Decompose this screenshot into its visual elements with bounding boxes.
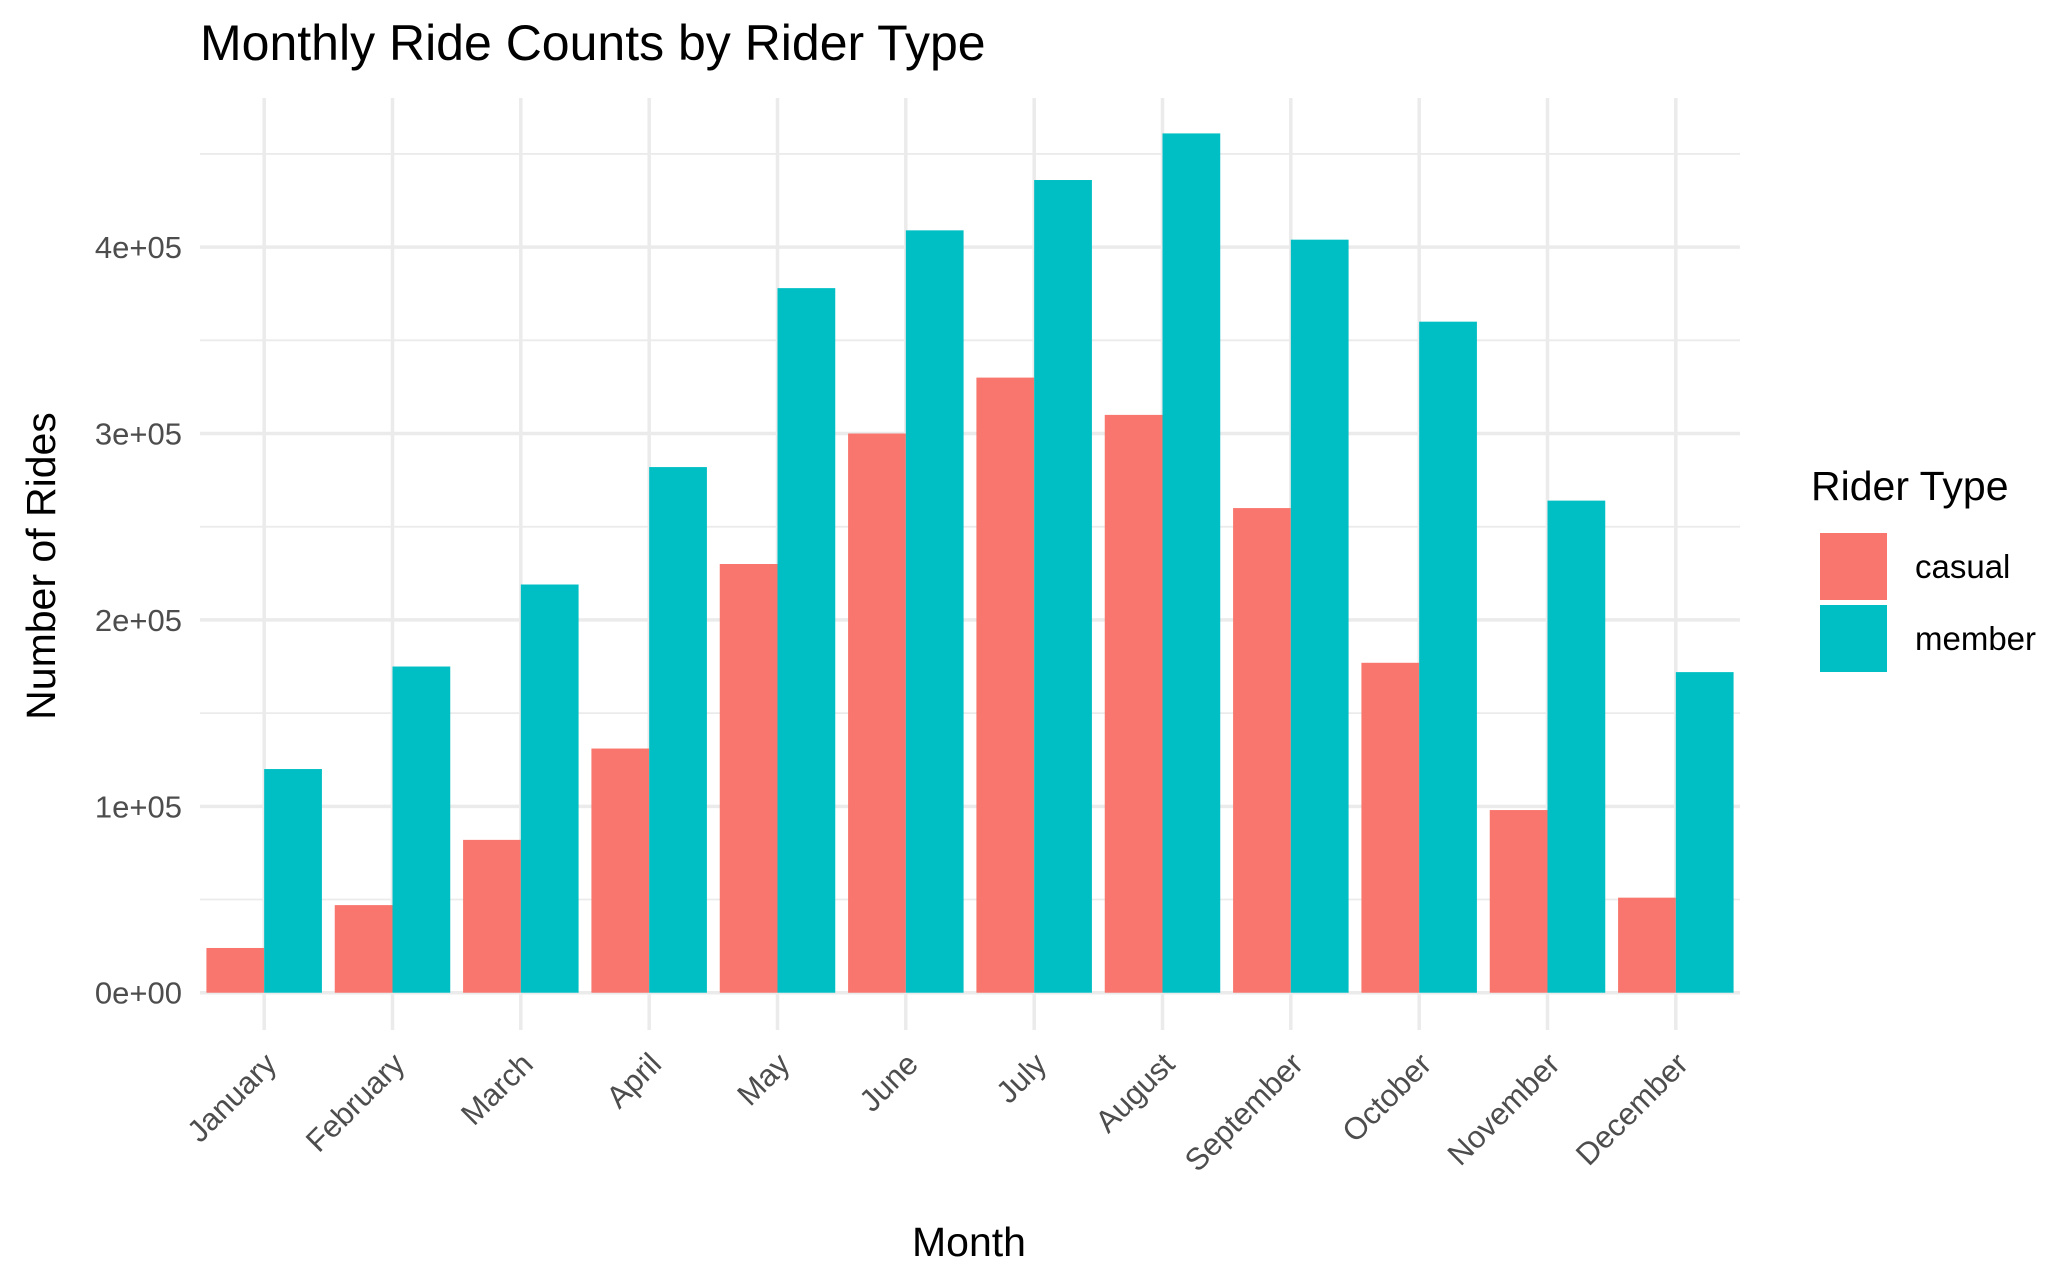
x-tick-label: September <box>1178 1046 1310 1178</box>
x-tick-label: April <box>600 1046 669 1115</box>
legend: Rider Type casual member <box>1811 463 2036 672</box>
bar-member <box>1547 500 1606 993</box>
x-tick-label: December <box>1569 1046 1695 1172</box>
x-axis-title: Month <box>912 1219 1026 1265</box>
x-tick-label: October <box>1335 1046 1438 1149</box>
y-axis-ticks: 0e+00 1e+05 2e+05 3e+05 4e+05 <box>95 230 182 1011</box>
bar-member <box>1034 180 1092 993</box>
bar-member <box>1162 133 1221 993</box>
bar-casual <box>334 905 393 993</box>
bar-member <box>520 584 579 993</box>
y-tick-label: 1e+05 <box>95 789 182 824</box>
bar-casual <box>1104 414 1163 993</box>
chart-title: Monthly Ride Counts by Rider Type <box>200 15 986 71</box>
legend-label-casual: casual <box>1915 548 2010 585</box>
bar-member <box>649 467 707 993</box>
bar-member <box>264 769 322 993</box>
x-tick-label: May <box>730 1046 797 1113</box>
bar-casual <box>206 947 265 993</box>
bar-member <box>392 666 451 993</box>
bar-casual <box>719 564 778 993</box>
bar-member <box>1675 672 1734 993</box>
y-tick-label: 0e+00 <box>95 976 182 1011</box>
bar-casual <box>1618 897 1676 993</box>
bar-casual <box>1361 662 1420 993</box>
bars <box>206 133 1734 993</box>
legend-swatch-member <box>1820 605 1887 672</box>
bar-casual <box>848 433 906 993</box>
bar-member <box>1419 321 1477 993</box>
y-tick-label: 3e+05 <box>95 417 182 452</box>
y-tick-label: 4e+05 <box>95 230 182 265</box>
legend-swatch-casual <box>1820 533 1887 600</box>
x-tick-label: July <box>989 1046 1053 1110</box>
x-tick-label: August <box>1088 1046 1181 1139</box>
bar-member <box>777 288 836 993</box>
x-tick-label: June <box>852 1046 924 1118</box>
x-tick-label: November <box>1441 1046 1567 1172</box>
x-tick-label: February <box>299 1046 412 1159</box>
bar-member <box>1290 239 1349 993</box>
bar-casual <box>1233 508 1291 993</box>
bar-casual <box>976 377 1035 993</box>
bar-member <box>905 230 964 993</box>
bar-casual <box>1489 810 1548 993</box>
x-tick-label: March <box>454 1046 540 1132</box>
legend-label-member: member <box>1915 620 2036 657</box>
legend-title: Rider Type <box>1811 463 2009 509</box>
y-axis-title: Number of Rides <box>18 412 64 720</box>
x-axis-ticks: January February March April May June July Augu… <box>180 1046 1694 1178</box>
bar-casual <box>591 748 650 993</box>
bar-casual <box>463 839 521 993</box>
y-tick-label: 2e+05 <box>95 603 182 638</box>
x-tick-label: January <box>180 1046 283 1149</box>
legend-items: casual member <box>1820 533 2036 672</box>
